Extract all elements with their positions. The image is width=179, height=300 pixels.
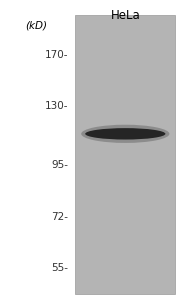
Ellipse shape [81,125,169,143]
FancyBboxPatch shape [75,15,175,294]
Text: 130-: 130- [45,101,68,111]
Text: 72-: 72- [51,212,68,222]
Text: (kD): (kD) [25,21,47,31]
Text: HeLa: HeLa [110,9,140,22]
Text: 55-: 55- [51,263,68,273]
Ellipse shape [85,128,165,140]
Text: 170-: 170- [45,50,68,60]
Text: 95-: 95- [51,160,68,170]
